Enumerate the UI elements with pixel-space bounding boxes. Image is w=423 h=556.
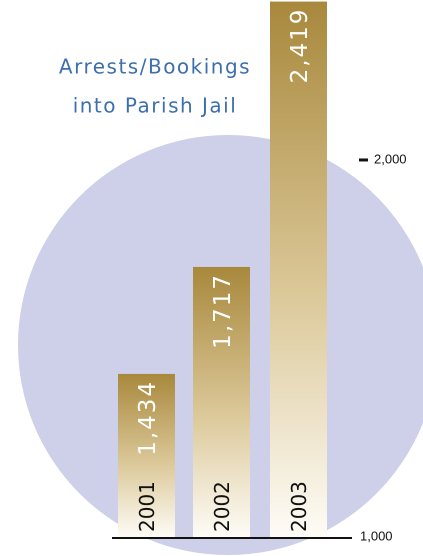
x-tick-label: 2003: [287, 481, 311, 532]
y-tick-label: 2,000: [374, 151, 407, 166]
bar: [118, 373, 175, 538]
value-label: 1,717: [210, 273, 236, 349]
bar: [193, 266, 250, 538]
bar: [270, 1, 327, 539]
chart-title: into Parish Jail: [73, 94, 238, 118]
value-label: 2,419: [287, 8, 313, 84]
chart-title: Arrests/Bookings: [59, 55, 251, 79]
y-tick-label: 1,000: [360, 528, 393, 543]
value-label: 1,434: [135, 380, 161, 456]
x-tick-label: 2001: [135, 481, 159, 532]
x-tick-label: 2002: [210, 481, 234, 532]
